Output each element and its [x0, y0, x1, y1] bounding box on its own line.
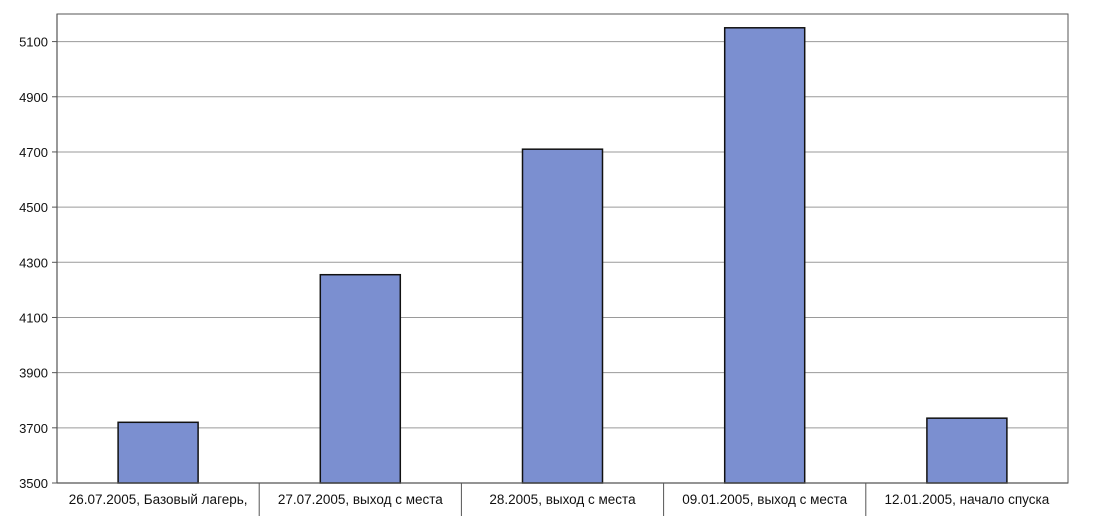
x-category-label: 26.07.2005, Базовый лагерь, — [69, 492, 248, 507]
y-tick-label: 4500 — [19, 200, 48, 215]
x-category-label: 28.2005, выход с места — [489, 492, 636, 507]
y-tick-label: 4300 — [19, 255, 48, 270]
bars — [117, 27, 1008, 484]
y-tick-label: 4100 — [19, 310, 48, 325]
bar — [926, 417, 1008, 484]
y-tick-label: 3700 — [19, 421, 48, 436]
x-category-label: 12.01.2005, начало спуска — [885, 492, 1050, 507]
bar — [319, 273, 402, 484]
y-tick-label: 5100 — [19, 35, 48, 50]
labels: 3500 3700 3900 4100 4300 4500 4700 4900 5100 26.0… — [19, 35, 1050, 507]
y-tick-label: 3500 — [19, 476, 48, 491]
y-tick-label: 4900 — [19, 90, 48, 105]
x-category-label: 09.01.2005, выход с места — [682, 492, 847, 507]
y-tick-label: 4700 — [19, 145, 48, 160]
bar — [521, 148, 604, 484]
axes — [52, 14, 1068, 516]
x-category-label: 27.07.2005, выход с места — [278, 492, 443, 507]
y-tick-label: 3900 — [19, 366, 48, 381]
bar — [117, 421, 199, 484]
bar — [723, 27, 806, 484]
